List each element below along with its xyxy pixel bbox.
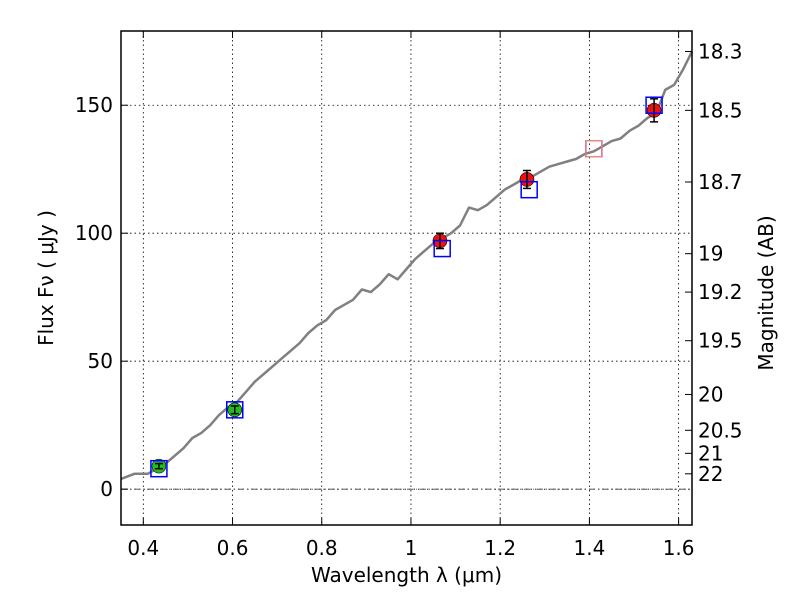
x-tick-label: 0.6 (217, 536, 249, 560)
right-tick-label: 20.5 (698, 418, 743, 442)
y-tick-label: 0 (100, 477, 113, 501)
grid-layer (121, 31, 692, 525)
y-tick-label: 100 (75, 221, 113, 245)
square-marker (226, 401, 244, 419)
right-axis-label: Magnitude (AB) (754, 215, 778, 370)
right-tick-label: 22 (698, 462, 723, 486)
x-tick-label: 1.4 (573, 536, 605, 560)
x-tick-label: 1.2 (484, 536, 516, 560)
right-tick-label: 19.5 (698, 329, 743, 353)
right-tick-label: 18.3 (698, 39, 743, 63)
right-tick-label: 18.5 (698, 98, 743, 122)
y-axis-label: Flux Fν ( μJy ) (34, 210, 58, 346)
square-marker (645, 96, 663, 114)
x-tick-label: 0.8 (306, 536, 338, 560)
plot-frame (120, 30, 693, 526)
x-tick-label: 1.6 (663, 536, 695, 560)
x-tick-label: 0.4 (127, 536, 159, 560)
right-tick-label: 19 (698, 242, 723, 266)
marker-layer (150, 96, 663, 478)
x-axis-label: Wavelength λ (μm) (311, 563, 502, 587)
right-tick-label: 21 (698, 441, 723, 465)
model-spectrum-line (120, 50, 694, 481)
right-tick-label: 19.2 (698, 280, 743, 304)
y-tick-label: 150 (75, 93, 113, 117)
tick-layer: 0.4 0.6 0.8 1 1.2 1.4 1.6 0 50 100 150 18.3 18.5 18.7… (75, 31, 743, 560)
spectrum-layer (120, 50, 694, 481)
square-marker (520, 180, 538, 199)
square-marker (433, 239, 451, 258)
right-tick-label: 18.7 (698, 170, 743, 194)
square-marker (150, 459, 168, 478)
right-tick-label: 20 (698, 382, 723, 406)
y-tick-label: 50 (88, 349, 113, 373)
square-marker (585, 139, 603, 158)
x-tick-label: 1 (405, 536, 418, 560)
